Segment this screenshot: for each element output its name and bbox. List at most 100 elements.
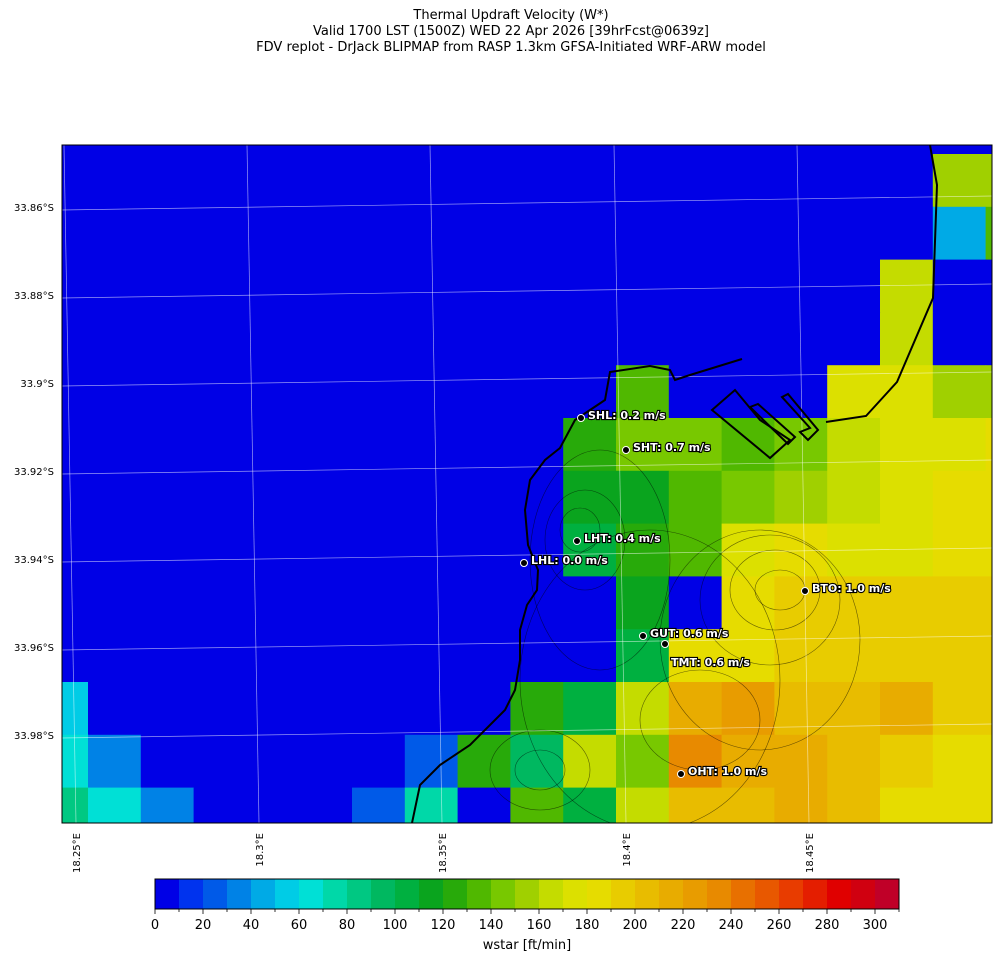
grid-cell: [404, 734, 459, 789]
grid-cell: [246, 312, 300, 366]
grid-cell: [880, 787, 934, 823]
grid-cell: [721, 523, 775, 577]
grid-cell: [246, 259, 300, 313]
grid-cell: [62, 470, 89, 525]
grid-cell: [721, 787, 775, 823]
grid-cell: [668, 787, 723, 823]
grid-cell: [193, 629, 247, 683]
colorbar-swatch: [515, 879, 540, 909]
station-marker: [520, 559, 528, 567]
lat-axis: 33.86°S 33.88°S 33.9°S 33.92°S 33.94°S 3…: [14, 203, 54, 742]
lat-tick: 33.98°S: [14, 731, 54, 742]
grid-cell: [246, 787, 300, 823]
lat-tick: 33.88°S: [14, 291, 54, 302]
grid-cell: [88, 365, 142, 419]
title-line-3: FDV replot - DrJack BLIPMAP from RASP 1.…: [256, 40, 766, 55]
colorbar-tick-label: 200: [623, 918, 648, 933]
grid-cell: [352, 154, 406, 208]
grid-cell: [827, 418, 881, 472]
grid-cell: [880, 470, 934, 525]
colorbar: [154, 878, 900, 910]
grid-cell: [616, 682, 670, 736]
grid-cell: [985, 576, 992, 630]
grid-cell: [299, 523, 353, 577]
grid-cell: [457, 418, 511, 472]
grid-cell: [827, 154, 881, 208]
grid-cell: [193, 734, 247, 789]
grid-cell: [827, 787, 881, 823]
grid-cell: [985, 523, 992, 577]
grid-cell: [246, 145, 300, 155]
grid-cell: [563, 470, 617, 525]
grid-cell: [827, 365, 881, 419]
grid-cell: [510, 145, 564, 155]
grid-cell: [457, 145, 511, 155]
colorbar-swatch: [803, 879, 828, 909]
grid-cell: [457, 787, 511, 823]
terrain-contours: [489, 449, 861, 823]
grid-cell: [246, 682, 300, 736]
grid-cell: [668, 734, 723, 789]
colorbar-swatch: [587, 879, 612, 909]
colorbar-swatch: [299, 879, 324, 909]
grid-cell: [668, 312, 723, 366]
colorbar-swatch: [323, 879, 348, 909]
colorbar-swatch: [659, 879, 684, 909]
grid-cell: [721, 206, 775, 261]
grid-cell: [721, 734, 775, 789]
grid-cell: [352, 145, 406, 155]
colorbar-ticks: 0 20 40 60 80 100 120 140 160 180 200 220 240 260 280 3…: [151, 909, 900, 933]
grid-cell: [510, 418, 564, 472]
lat-tick: 33.86°S: [14, 203, 54, 214]
grid-cell: [985, 682, 992, 736]
grid-cell: [88, 787, 142, 823]
colorbar-swatch: [203, 879, 228, 909]
grid-cell: [193, 145, 247, 155]
grid-cell: [668, 523, 723, 577]
grid-cell: [140, 145, 195, 155]
grid-cell: [985, 312, 992, 366]
grid-cell: [616, 470, 670, 525]
grid-cell: [774, 259, 828, 313]
colorbar-swatch: [563, 879, 588, 909]
colorbar-frame: [154, 878, 900, 910]
grid-cell: [668, 259, 723, 313]
grid-cell: [457, 576, 511, 630]
grid-cell: [616, 206, 670, 261]
grid-cell: [457, 682, 511, 736]
grid-cell: [246, 734, 300, 789]
grid-cell: [616, 365, 670, 419]
colorbar-swatch: [683, 879, 708, 909]
grid-cell: [774, 576, 828, 630]
grid-cell: [140, 523, 195, 577]
grid-cell: [62, 523, 89, 577]
grid-cell: [140, 629, 195, 683]
grid-cell: [510, 734, 564, 789]
grid-cell: [563, 206, 617, 261]
grid-cell: [299, 206, 353, 261]
grid-cell: [932, 576, 987, 630]
coastline: [411, 145, 939, 823]
grid-cell: [193, 576, 247, 630]
colorbar-tick-label: 120: [431, 918, 456, 933]
colorbar-swatch: [875, 879, 900, 909]
lon-tick: 18.4°E: [622, 833, 633, 867]
grid-cell: [140, 154, 195, 208]
grid-cell: [457, 470, 511, 525]
grid-cell: [774, 523, 828, 577]
grid-cell: [62, 312, 89, 366]
station-label: GUT: 0.6 m/s: [650, 627, 729, 640]
grid-cell: [563, 145, 617, 155]
grid-cell: [932, 206, 987, 261]
grid-cell: [932, 470, 987, 525]
colorbar-swatch: [707, 879, 732, 909]
title-line-2: Valid 1700 LST (1500Z) WED 22 Apr 2026 […: [313, 24, 709, 39]
grid-cell: [62, 145, 89, 155]
colorbar-tick-label: 0: [151, 918, 159, 933]
grid-cell: [246, 154, 300, 208]
colorbar-swatch: [611, 879, 636, 909]
grid-cell: [352, 206, 406, 261]
grid-cell: [510, 787, 564, 823]
grid-cell: [299, 145, 353, 155]
grid-cell: [62, 154, 89, 208]
